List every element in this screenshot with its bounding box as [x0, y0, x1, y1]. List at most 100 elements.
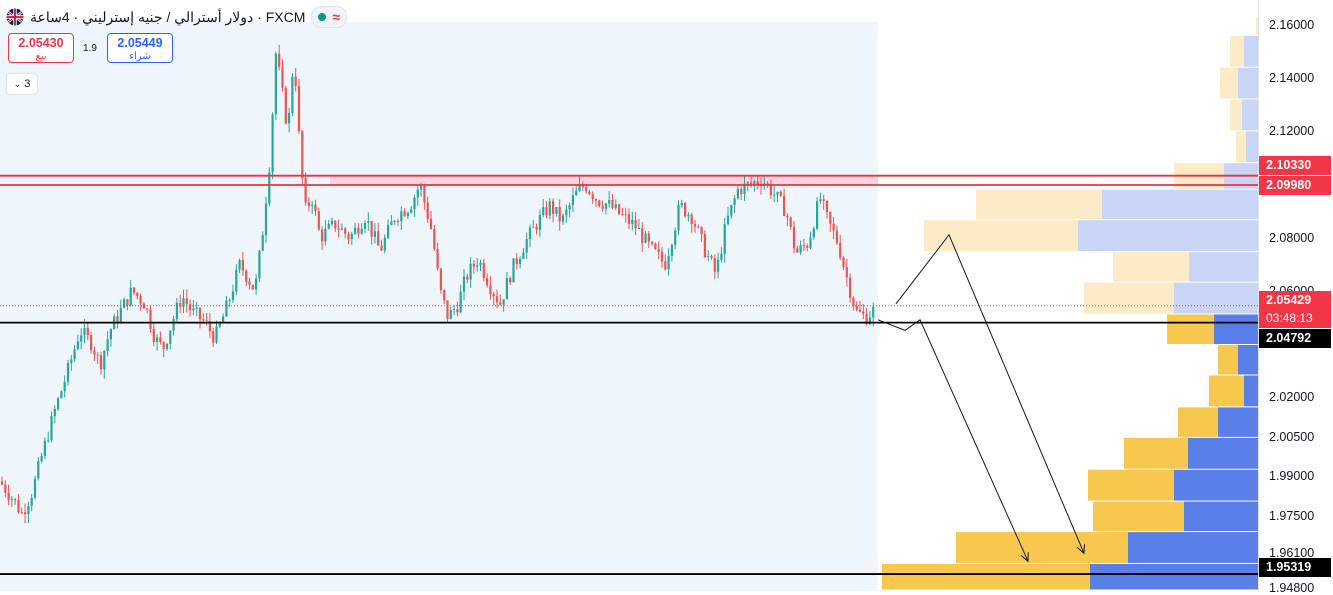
candle-body	[7, 492, 10, 500]
candle-body	[532, 226, 535, 228]
candle-body	[400, 211, 403, 222]
candle-body	[50, 416, 53, 441]
candle-body	[608, 199, 611, 204]
candle-body	[684, 203, 687, 217]
candle-body	[812, 228, 815, 238]
vp-down-bar	[924, 220, 1078, 252]
candle-body	[700, 227, 703, 235]
candle-body	[512, 258, 515, 283]
candle-body	[231, 291, 235, 300]
candle-body	[660, 251, 664, 262]
market-status-toggle[interactable]: ≈	[311, 6, 348, 28]
candle-body	[773, 194, 776, 196]
candle-body	[93, 350, 96, 355]
candle-body	[66, 362, 70, 382]
candle-body	[845, 267, 848, 278]
sell-label: بيع	[35, 51, 47, 62]
symbol-title[interactable]: دولار أسترالي / جنيه إسترليني · 4ساعة · …	[30, 8, 306, 25]
price-tick-label: 1.96100	[1269, 546, 1315, 561]
market-open-dot-icon	[318, 13, 327, 21]
candle-body	[255, 278, 258, 290]
candle-body	[337, 228, 340, 230]
candle-body	[182, 298, 185, 307]
vp-down-bar	[1178, 407, 1218, 437]
candle-body	[103, 350, 106, 370]
indicators-count: 3	[24, 78, 31, 90]
candle-body	[509, 278, 512, 283]
candle-body	[169, 330, 172, 344]
candle-body	[723, 223, 726, 254]
candle-body	[387, 225, 390, 238]
candle-body	[225, 300, 228, 317]
candle-body	[139, 296, 142, 304]
price-tick-label: 1.97500	[1269, 509, 1315, 524]
candle-body	[486, 278, 489, 286]
candle-body	[443, 289, 446, 301]
buy-button[interactable]: 2.05449 شراء	[107, 33, 173, 63]
candle-body	[172, 319, 175, 331]
price-tick-label: 1.99000	[1269, 469, 1315, 484]
vp-down-bar	[1088, 469, 1174, 501]
vp-down-bar	[1230, 99, 1242, 131]
price-chart[interactable]	[0, 0, 1258, 591]
candle-body	[261, 234, 264, 251]
candle-body	[687, 214, 690, 217]
candle-body	[159, 337, 162, 343]
projection-path-1	[895, 233, 1085, 554]
candle-body	[205, 320, 208, 322]
candle-body	[466, 276, 469, 280]
candle-body	[819, 199, 822, 202]
candle-body	[288, 113, 291, 124]
symbol-header: دولار أسترالي / جنيه إسترليني · 4ساعة · …	[6, 5, 348, 29]
candle-body	[611, 199, 614, 208]
candle-body	[4, 484, 7, 493]
candle-body	[202, 319, 205, 321]
candle-body	[301, 131, 304, 179]
chevron-down-icon: ⌄	[13, 78, 22, 89]
candle-body	[390, 221, 393, 226]
candle-body	[83, 327, 86, 336]
candle-body	[123, 299, 126, 308]
candle-body	[697, 226, 700, 228]
candle-body	[86, 327, 89, 336]
candle-body	[403, 211, 406, 217]
candle-body	[664, 261, 667, 270]
candle-body	[304, 178, 307, 203]
resistance-zone	[330, 175, 878, 185]
candle-body	[24, 512, 27, 515]
projection-arrowhead-1	[1076, 544, 1085, 555]
range-background	[0, 22, 878, 591]
candle-body	[264, 203, 268, 235]
candle-body	[618, 204, 621, 214]
candle-body	[0, 481, 4, 485]
candle-body	[657, 249, 660, 252]
candle-body	[297, 85, 301, 132]
candle-body	[674, 230, 677, 246]
candle-body	[865, 313, 868, 325]
candle-body	[156, 337, 159, 343]
candle-body	[651, 241, 654, 244]
indicators-collapse-button[interactable]: ⌄ 3	[6, 73, 38, 95]
vp-down-bar	[1113, 252, 1189, 282]
candle-body	[189, 304, 192, 311]
vp-down-bar	[976, 189, 1102, 220]
price-axis[interactable]: 2.160002.140002.120002.080002.060002.020…	[1258, 0, 1333, 595]
sell-button[interactable]: 2.05430 بيع	[8, 33, 74, 63]
vp-up-bar	[1090, 563, 1258, 590]
candle-body	[816, 201, 819, 229]
candle-body	[476, 265, 479, 267]
candle-body	[548, 201, 551, 216]
candle-body	[146, 308, 149, 310]
candle-body	[670, 245, 673, 256]
vp-up-bar	[1184, 501, 1258, 532]
candle-body	[862, 311, 865, 314]
candle-body	[842, 257, 845, 268]
candle-body	[129, 287, 132, 306]
candle-body	[370, 221, 373, 237]
candle-body	[621, 213, 624, 215]
candle-body	[429, 218, 433, 229]
candle-body	[274, 53, 277, 115]
candle-body	[492, 293, 495, 297]
candle-body	[868, 317, 871, 325]
candle-body	[555, 206, 558, 214]
